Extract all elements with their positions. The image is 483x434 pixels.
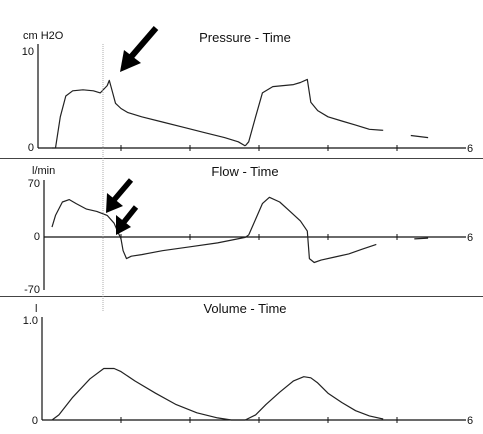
pressure-ytick-zero: 0 xyxy=(28,142,34,154)
flow-ytick-max: 70 xyxy=(28,178,40,190)
flow-ytick-min: -70 xyxy=(24,284,40,296)
pressure-ytick-max: 10 xyxy=(22,46,34,58)
volume-ytick-max: 1.0 xyxy=(23,315,38,327)
flow-arrow-lower xyxy=(116,205,139,235)
volume-waveform-segment xyxy=(51,367,246,421)
flow-arrow-upper xyxy=(106,178,134,213)
flow-title: Flow - Time xyxy=(211,164,278,179)
flow-waveform-segment xyxy=(414,237,429,240)
flow-ylabel: l/min xyxy=(32,165,55,177)
pressure-title: Pressure - Time xyxy=(199,30,291,45)
volume-title: Volume - Time xyxy=(203,301,286,316)
pressure-waveform-segment xyxy=(410,134,429,139)
volume-xend-label: 6 xyxy=(467,415,473,427)
flow-waveform-segment xyxy=(248,196,377,264)
flow-waveform-segment xyxy=(51,199,250,260)
pressure-ylabel: cm H2O xyxy=(23,30,64,42)
pressure-waveform-segment xyxy=(52,79,246,149)
volume-ytick-zero: 0 xyxy=(32,415,38,427)
waveform-curves xyxy=(51,78,429,421)
pressure-xend-label: 6 xyxy=(467,143,473,155)
volume-ylabel: l xyxy=(35,303,37,315)
pressure-waveform-segment xyxy=(244,78,384,147)
flow-ytick-zero: 0 xyxy=(34,231,40,243)
pressure-arrow xyxy=(120,26,159,72)
volume-waveform-segment xyxy=(244,376,384,421)
flow-xend-label: 6 xyxy=(467,232,473,244)
